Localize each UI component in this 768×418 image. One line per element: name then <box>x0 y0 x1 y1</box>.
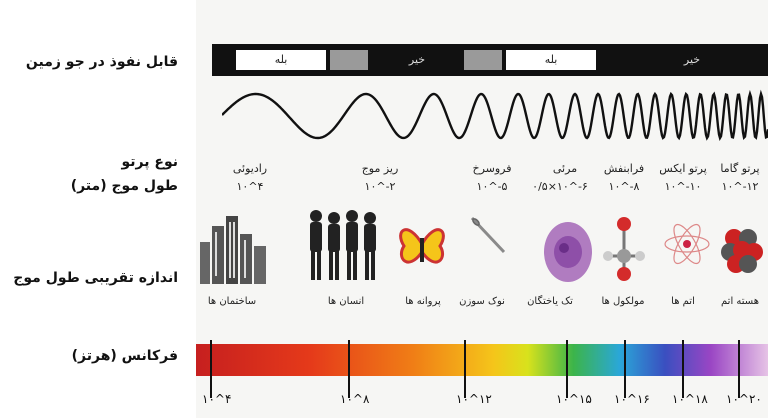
object-protozoa: تک یاختگان <box>527 296 573 307</box>
freq-label-4: ۱۰^۱۵ <box>556 392 592 406</box>
molecule-icon <box>603 217 645 281</box>
people-icon <box>310 210 376 280</box>
radiation-name-microwave: ریز موج <box>361 162 399 175</box>
wavelength-visible: ۰/۵×۱۰^-۶ <box>532 180 588 193</box>
freq-tick-4 <box>566 340 568 398</box>
radiation-name-visible: مرئی <box>552 162 578 175</box>
freq-label-1: ۱۰^۴ <box>202 392 232 406</box>
radiation-name-uv: فرابنفش <box>603 162 645 175</box>
needle-icon <box>470 216 506 254</box>
butterfly-icon <box>399 228 445 264</box>
frequency-spectrum-bar <box>196 344 768 376</box>
object-molecules: مولکول ها <box>601 296 645 307</box>
cell-icon <box>544 222 592 282</box>
radiation-name-infrared: فروسرخ <box>472 162 512 175</box>
penetration-yes-visible: بله <box>506 50 596 70</box>
freq-tick-2 <box>348 340 350 398</box>
label-radiation-type: نوع پرتو <box>121 154 178 170</box>
freq-label-6: ۱۰^۱۸ <box>672 392 708 406</box>
wavelength-uv: ۱۰^-۸ <box>608 180 640 193</box>
freq-label-2: ۱۰^۸ <box>340 392 370 406</box>
freq-label-7: ۱۰^۲۰ <box>726 392 762 406</box>
penetration-yes-radio: بله <box>236 50 326 70</box>
freq-tick-3 <box>464 340 466 398</box>
freq-tick-5 <box>624 340 626 398</box>
penetration-partial-2 <box>464 50 502 70</box>
freq-label-5: ۱۰^۱۶ <box>614 392 650 406</box>
radiation-name-radio: رادیوئی <box>232 162 268 175</box>
object-buildings: ساختمان ها <box>207 296 257 307</box>
object-atoms: اتم ها <box>671 296 695 307</box>
radiation-name-gamma: پرتو گاما <box>720 162 760 175</box>
wavelength-gamma: ۱۰^-۱۲ <box>721 180 759 193</box>
label-penetration: قابل نفوذ در جو زمین <box>25 54 178 70</box>
freq-tick-7 <box>738 340 740 398</box>
penetration-bar: بله خیر بله خیر <box>212 44 768 76</box>
label-frequency: فرکانس (هرتز) <box>71 348 178 364</box>
penetration-partial-1 <box>330 50 368 70</box>
label-wavelength: طول موج (متر) <box>70 178 178 194</box>
penetration-no-microwave: خیر <box>408 53 426 66</box>
buildings-icon <box>200 216 266 284</box>
wavelength-radio: ۱۰^۴ <box>236 180 264 193</box>
freq-label-3: ۱۰^۱۲ <box>456 392 492 406</box>
freq-tick-6 <box>682 340 684 398</box>
wavelength-infrared: ۱۰^-۵ <box>476 180 508 193</box>
label-approx-size: اندازه تقریبی طول موج <box>13 270 178 286</box>
object-nucleus: هسته اتم <box>721 296 759 307</box>
nucleus-icon <box>721 229 763 273</box>
object-needle-tip: نوک سوزن <box>459 296 505 307</box>
atom-icon <box>664 223 710 265</box>
wave-graphic <box>222 89 768 141</box>
object-butterflies: پروانه ها <box>405 296 441 307</box>
wavelength-xray: ۱۰^-۱۰ <box>664 180 702 193</box>
wave-line <box>222 89 768 141</box>
wavelength-microwave: ۱۰^-۲ <box>364 180 396 193</box>
penetration-no-uv: خیر <box>683 53 701 66</box>
object-humans: انسان ها <box>327 296 365 307</box>
freq-tick-1 <box>210 340 212 398</box>
radiation-name-xray: پرتو ایکس <box>659 162 707 175</box>
